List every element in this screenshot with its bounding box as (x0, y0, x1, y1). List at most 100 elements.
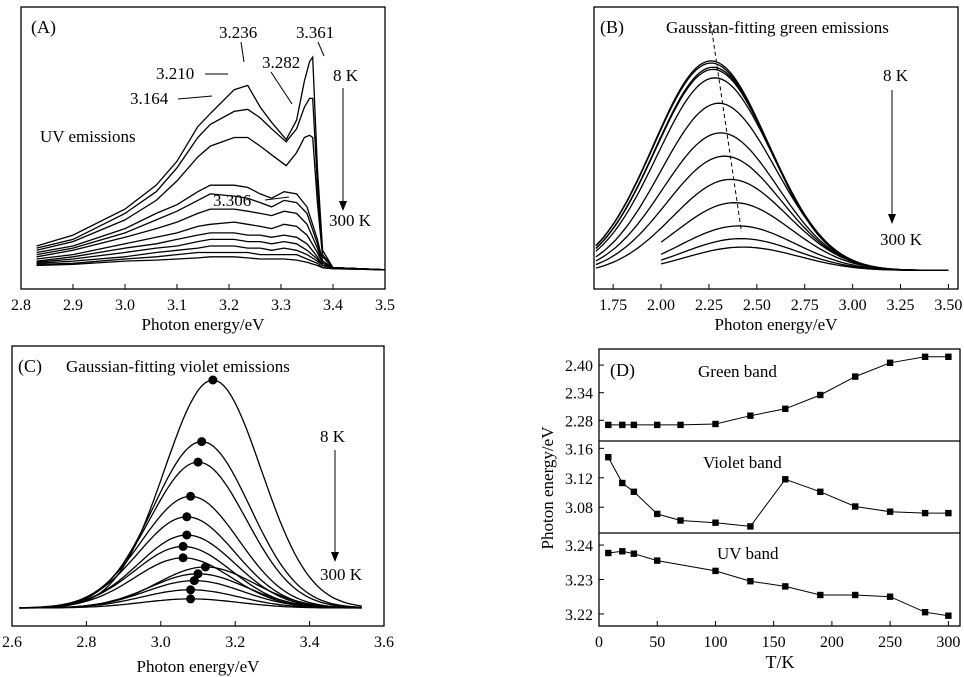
panel-c-peak-dot-9 (193, 569, 203, 579)
panel-a-peak-label-3164: 3.164 (130, 89, 169, 108)
panel-d-y-tick-label-0-0: 2.28 (565, 413, 593, 430)
panel-d-uv-name: UV band (717, 544, 779, 563)
panel-d-marker-1-2 (630, 488, 638, 495)
panel-d-marker-2-4 (712, 567, 719, 575)
panel-a-x-label: Photon energy/eV (142, 315, 266, 334)
panel-d-label: (D) (610, 360, 635, 381)
panel-d-y-tick-label-1-1: 3.12 (565, 471, 593, 488)
panel-c-peak-dot-7 (178, 553, 188, 563)
panel-b-x-axis: 1.75 2.00 2.25 2.50 2.75 3.00 3.25 3.50 (599, 284, 962, 314)
panel-a-series-line-4 (36, 193, 386, 271)
panel-b-title: Gaussian-fitting green emissions (666, 18, 889, 37)
panel-d-y-tick-label-1-2: 3.16 (565, 441, 593, 458)
panel-a-peak-label-3236: 3.236 (219, 23, 257, 42)
panel-d-marker-1-7 (782, 476, 789, 483)
panel-a-series-line-7 (36, 232, 386, 271)
panel-a-x-tick-label-3: 3.1 (167, 297, 187, 314)
panel-a-temp-high: 8 K (333, 66, 359, 85)
panel-a-series-line-0 (36, 55, 386, 271)
panel-b-x-tick-label-2: 2.25 (695, 297, 723, 314)
panel-c-peak-dot-1 (197, 437, 207, 447)
panel-d-y-label: Photon energy/eV (538, 426, 557, 550)
panel-d-marker-0-3 (654, 421, 661, 429)
panel-d-line-0 (608, 356, 949, 426)
panel-a-series-line-9 (36, 245, 386, 271)
panel-d-marker-2-2 (630, 550, 638, 557)
panel-d-marker-0-6 (747, 412, 754, 419)
panel-a-series-line-10 (36, 251, 386, 271)
panel-a-x-tick-label-6: 3.4 (323, 297, 343, 314)
panel-a-series-line-1 (36, 97, 386, 271)
panel-c-x-tick-label-0: 2.6 (2, 634, 22, 651)
panel-d-x-tick-label-2: 100 (703, 634, 727, 651)
panel-c-frame (11, 345, 385, 627)
panel-c-x-tick-label-1: 2.8 (76, 634, 96, 651)
panel-a-series-line-5 (36, 208, 386, 271)
panel-b-temp-high: 8 K (883, 66, 909, 85)
panel-d-y-tick-label-0-1: 2.34 (565, 386, 593, 403)
panel-d-marker-0-11 (921, 353, 929, 360)
panel-d-x-tick-label-3: 150 (762, 634, 786, 651)
panel-a-leader-3236 (240, 41, 245, 63)
panel-d-marker-2-9 (886, 593, 894, 600)
panel-a-peak-label-3282: 3.282 (262, 53, 300, 72)
panel-d-marker-0-12 (945, 353, 952, 360)
panel-a-series-line-8 (36, 238, 386, 271)
panel-b-x-tick-label-7: 3.50 (934, 297, 962, 314)
panel-d: (D) Green band Violet band UV band 2.282… (538, 348, 961, 672)
panel-a-label: (A) (31, 17, 56, 38)
panel-c: (C) Gaussian-fitting violet emissions 8 … (2, 345, 394, 676)
panel-d-x-tick-label-0: 0 (595, 634, 603, 651)
panel-d-marker-0-9 (852, 373, 859, 380)
panel-d-marker-1-4 (677, 517, 684, 524)
panel-d-violet-name: Violet band (703, 453, 782, 472)
panel-c-x-tick-label-4: 3.4 (300, 634, 320, 651)
panel-a-series-line-2 (36, 134, 386, 271)
panel-a-leader-3164 (177, 95, 213, 100)
panel-b-frame (593, 6, 959, 290)
panel-d-marker-2-5 (747, 578, 754, 585)
panel-d-marker-0-5 (712, 420, 719, 428)
panel-d-marker-1-0 (605, 454, 612, 461)
panel-c-temp-arrowhead (331, 552, 339, 562)
panel-b-x-tick-label-3: 2.50 (743, 297, 771, 314)
panel-c-series (19, 375, 362, 609)
panel-d-marker-1-10 (886, 508, 894, 515)
panel-b: (B) Gaussian-fitting green emissions 8 K… (593, 6, 962, 334)
panel-a-temp-arrowhead (339, 201, 347, 211)
panel-d-x-tick-label-4: 200 (820, 634, 844, 651)
panel-d-marker-0-4 (677, 421, 684, 429)
panel-a-x-tick-label-4: 3.2 (219, 297, 239, 314)
panel-d-marker-2-10 (921, 609, 929, 616)
panel-d-marker-0-7 (782, 405, 789, 412)
panel-a-temp-low: 300 K (329, 211, 372, 230)
panel-c-peak-dot-2 (193, 457, 203, 467)
panel-a-leaders (177, 41, 325, 201)
panel-a-x-tick-label-1: 2.9 (63, 297, 83, 314)
panel-d-marker-1-1 (619, 479, 626, 487)
panel-a-x-tick-label-7: 3.5 (375, 297, 395, 314)
panel-c-label: (C) (18, 356, 42, 377)
panel-a-series-line-3 (36, 184, 386, 271)
panel-c-title: Gaussian-fitting violet emissions (66, 357, 290, 376)
panel-c-x-axis: 2.6 2.8 3.0 3.2 3.4 3.6 (2, 621, 394, 651)
panel-d-axes: 2.28 2.34 2.40 3.08 3.12 3.16 3.22 3.23 3.24 0 50 1… (565, 358, 960, 651)
panel-c-peak-dot-3 (186, 491, 196, 501)
panel-d-marker-1-6 (747, 523, 754, 530)
panel-d-marker-2-7 (817, 591, 824, 599)
panel-d-marker-0-10 (886, 359, 894, 366)
panel-d-marker-1-5 (712, 519, 719, 526)
panel-a-x-axis: 2.8 2.9 3.0 3.1 3.2 3.3 3.4 3.5 (11, 284, 395, 314)
panel-c-x-tick-label-2: 3.0 (151, 634, 171, 651)
panel-d-y-tick-label-0-2: 2.40 (565, 358, 593, 375)
panel-a-frame (20, 6, 386, 290)
panel-d-marker-1-8 (817, 488, 824, 495)
panel-b-x-label: Photon energy/eV (715, 315, 839, 334)
panel-a-leader-3361 (317, 41, 325, 57)
panel-d-x-label: T/K (766, 652, 795, 672)
panel-c-peak-dot-12 (186, 594, 196, 604)
panel-b-temp-arrowhead (888, 214, 896, 224)
panel-b-x-tick-label-6: 3.25 (887, 297, 915, 314)
panel-c-peak-dot-10 (189, 576, 199, 586)
panel-d-x-tick-label-6: 300 (936, 634, 960, 651)
